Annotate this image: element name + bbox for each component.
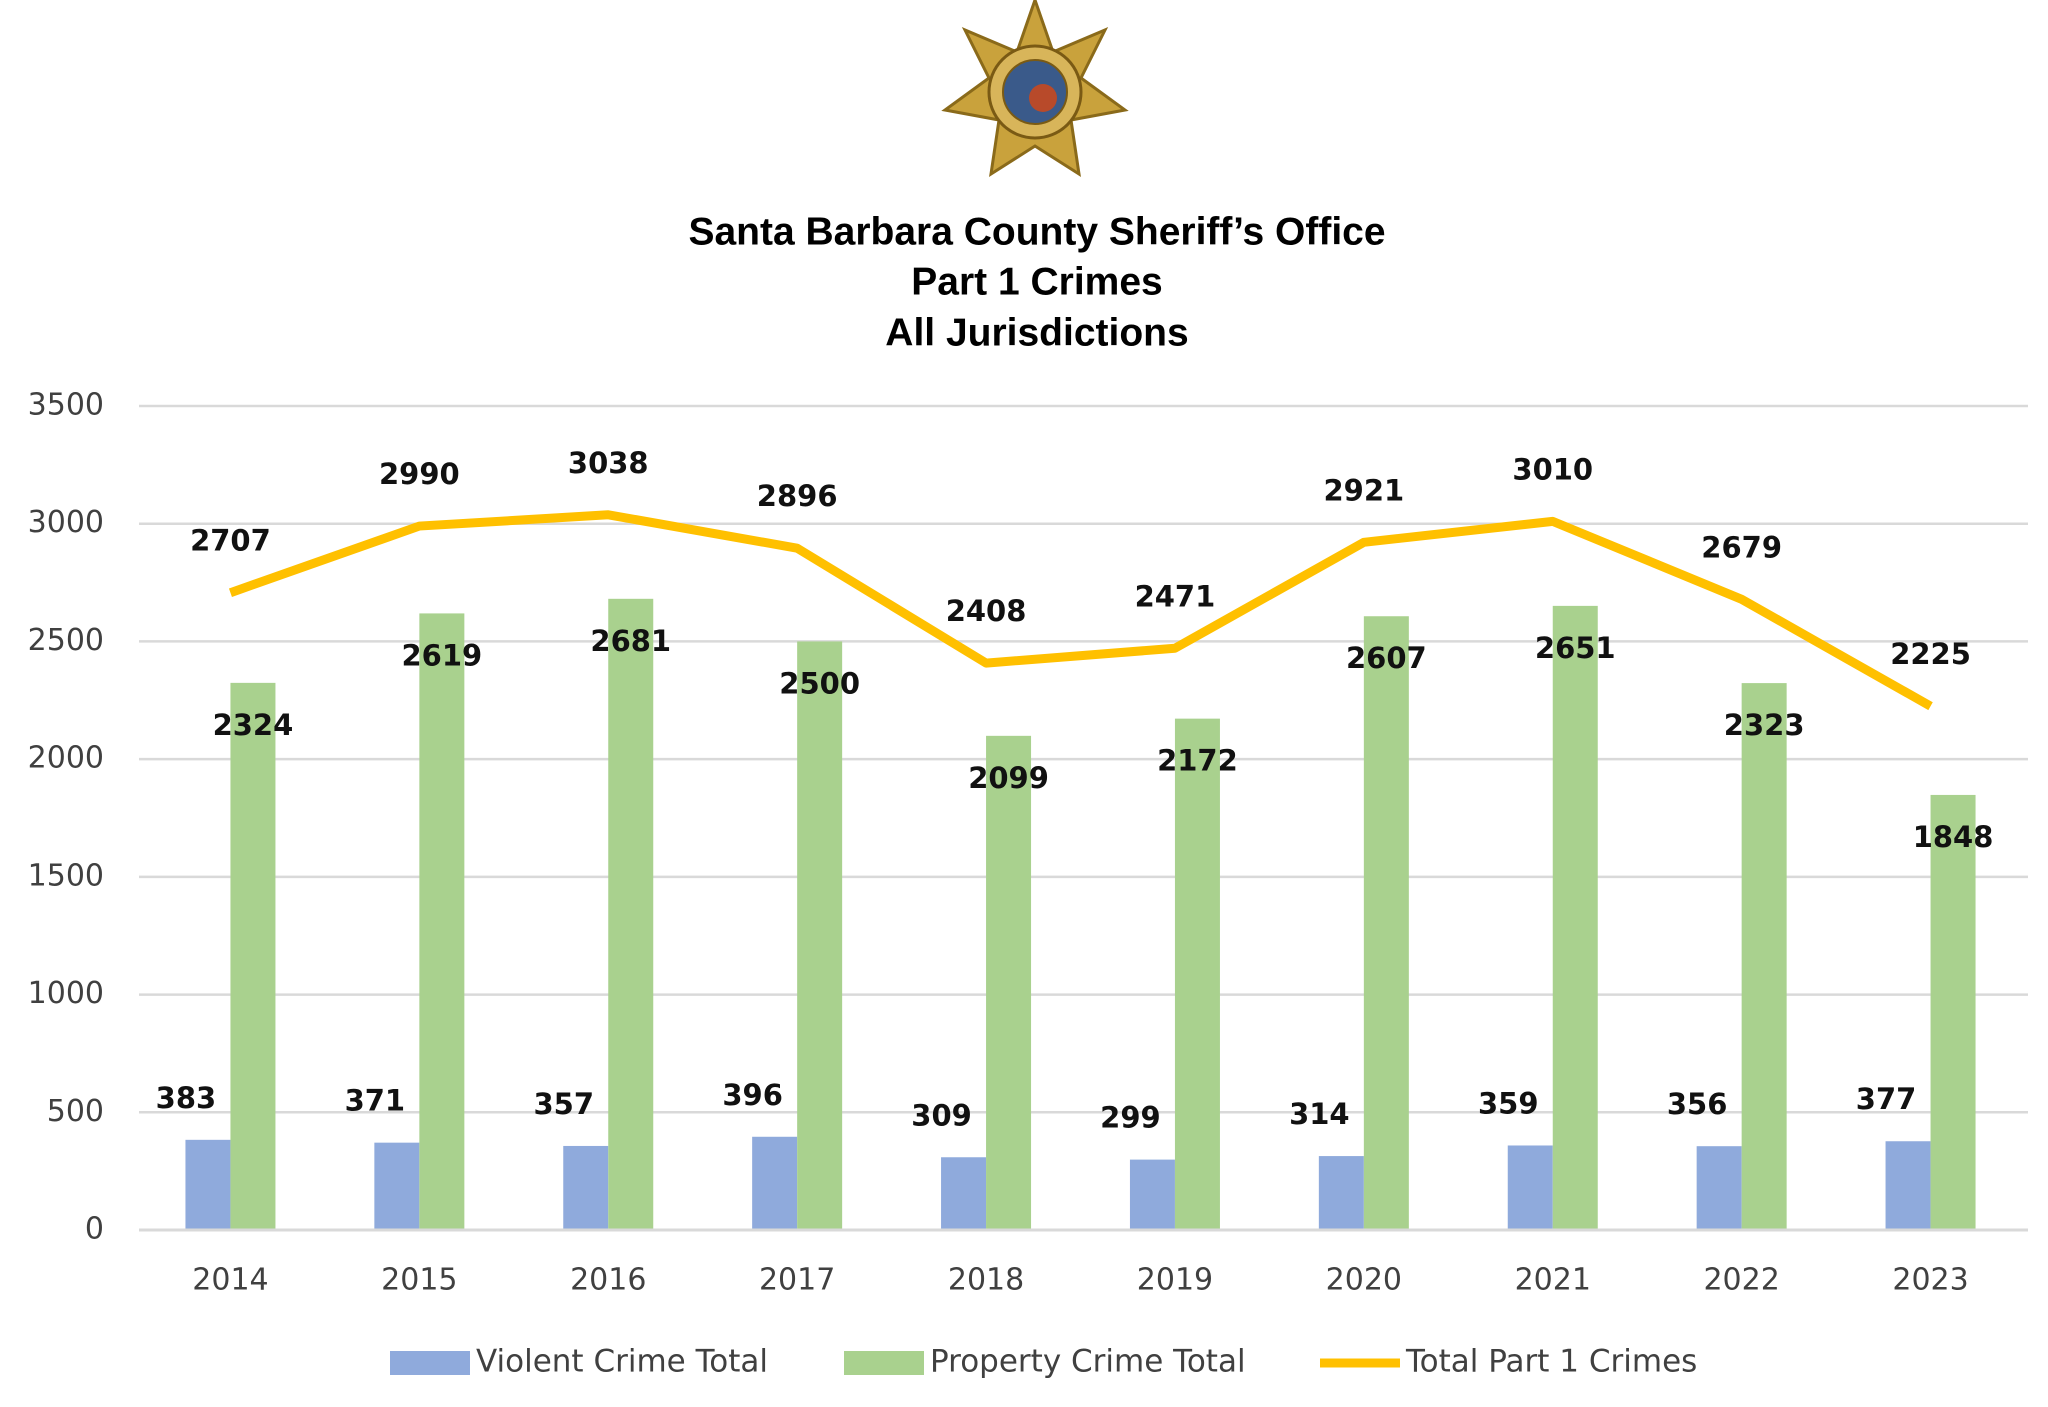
data-label: 2679 — [1701, 530, 1782, 564]
data-label: 2921 — [1323, 473, 1404, 507]
bar — [1174, 718, 1220, 1230]
x-tick-label: 2022 — [1703, 1263, 1779, 1298]
bar — [1363, 616, 1409, 1230]
data-label: 359 — [1478, 1086, 1539, 1120]
x-tick-label: 2021 — [1515, 1263, 1591, 1298]
bar — [752, 1136, 798, 1230]
data-label: 396 — [722, 1078, 783, 1112]
data-label: 2607 — [1346, 641, 1427, 675]
bar — [986, 735, 1032, 1230]
x-tick-label: 2018 — [948, 1263, 1024, 1298]
data-label: 2681 — [590, 624, 671, 658]
bar — [563, 1145, 609, 1230]
bar — [374, 1142, 420, 1230]
bar — [941, 1157, 987, 1230]
y-tick-label: 2000 — [28, 741, 104, 776]
bar — [1129, 1159, 1175, 1230]
y-tick-label: 3500 — [28, 388, 104, 423]
x-tick-label: 2014 — [192, 1263, 268, 1298]
data-label: 2408 — [946, 594, 1027, 628]
badge — [941, 0, 1129, 178]
data-label: 356 — [1667, 1087, 1728, 1121]
data-label: 2619 — [401, 638, 482, 672]
bar — [797, 641, 843, 1230]
bar — [185, 1139, 231, 1230]
chart-title: All Jurisdictions — [885, 311, 1188, 354]
bar — [1696, 1146, 1742, 1230]
y-tick-label: 3000 — [28, 505, 104, 540]
bar — [608, 598, 654, 1230]
legend-label: Total Part 1 Crimes — [1405, 1344, 1697, 1380]
data-label: 2707 — [190, 524, 271, 558]
data-label: 3010 — [1512, 452, 1593, 486]
y-tick-label: 1000 — [28, 976, 104, 1011]
data-label: 2099 — [968, 761, 1049, 795]
line — [228, 510, 1933, 711]
x-tick-label: 2019 — [1137, 1263, 1213, 1298]
x-tick-label: 2023 — [1892, 1263, 1968, 1298]
bar — [1552, 605, 1598, 1230]
data-label: 2500 — [779, 666, 860, 700]
legend-label: Violent Crime Total — [476, 1344, 768, 1380]
bar — [1318, 1156, 1364, 1230]
data-label: 357 — [533, 1087, 594, 1121]
data-label: 2324 — [213, 708, 294, 742]
y-tick-label: 1500 — [28, 858, 104, 893]
data-label: 3038 — [568, 446, 649, 480]
x-tick-label: 2015 — [381, 1263, 457, 1298]
data-label: 309 — [911, 1098, 972, 1132]
data-label: 2172 — [1157, 744, 1238, 778]
x-tick-label: 2017 — [759, 1263, 835, 1298]
chart-title: Part 1 Crimes — [911, 260, 1162, 303]
data-label: 1848 — [1913, 820, 1994, 854]
data-label: 2471 — [1135, 579, 1216, 613]
legend-swatch — [844, 1351, 924, 1375]
data-label: 2896 — [757, 479, 838, 513]
data-label: 377 — [1856, 1082, 1917, 1116]
y-tick-label: 0 — [85, 1212, 104, 1247]
bar — [1741, 683, 1787, 1230]
bar — [1885, 1141, 1931, 1230]
bar — [1930, 794, 1976, 1230]
data-label: 2323 — [1724, 708, 1805, 742]
data-label: 371 — [345, 1084, 406, 1118]
data-label: 2990 — [379, 457, 460, 491]
x-tick-label: 2016 — [570, 1263, 646, 1298]
bar — [230, 682, 276, 1230]
y-tick-label: 2500 — [28, 623, 104, 658]
data-label: 314 — [1289, 1097, 1350, 1131]
chart-title: Santa Barbara County Sheriff’s Office — [688, 210, 1385, 253]
y-tick-label: 500 — [47, 1094, 104, 1129]
legend-label: Property Crime Total — [930, 1344, 1246, 1380]
data-label: 383 — [156, 1081, 217, 1115]
legend-swatch — [390, 1351, 470, 1375]
bar — [419, 613, 465, 1230]
data-label: 299 — [1100, 1101, 1161, 1135]
data-label: 2651 — [1535, 631, 1616, 665]
x-tick-label: 2020 — [1326, 1263, 1402, 1298]
bar — [1507, 1145, 1553, 1230]
data-label: 2225 — [1890, 637, 1971, 671]
